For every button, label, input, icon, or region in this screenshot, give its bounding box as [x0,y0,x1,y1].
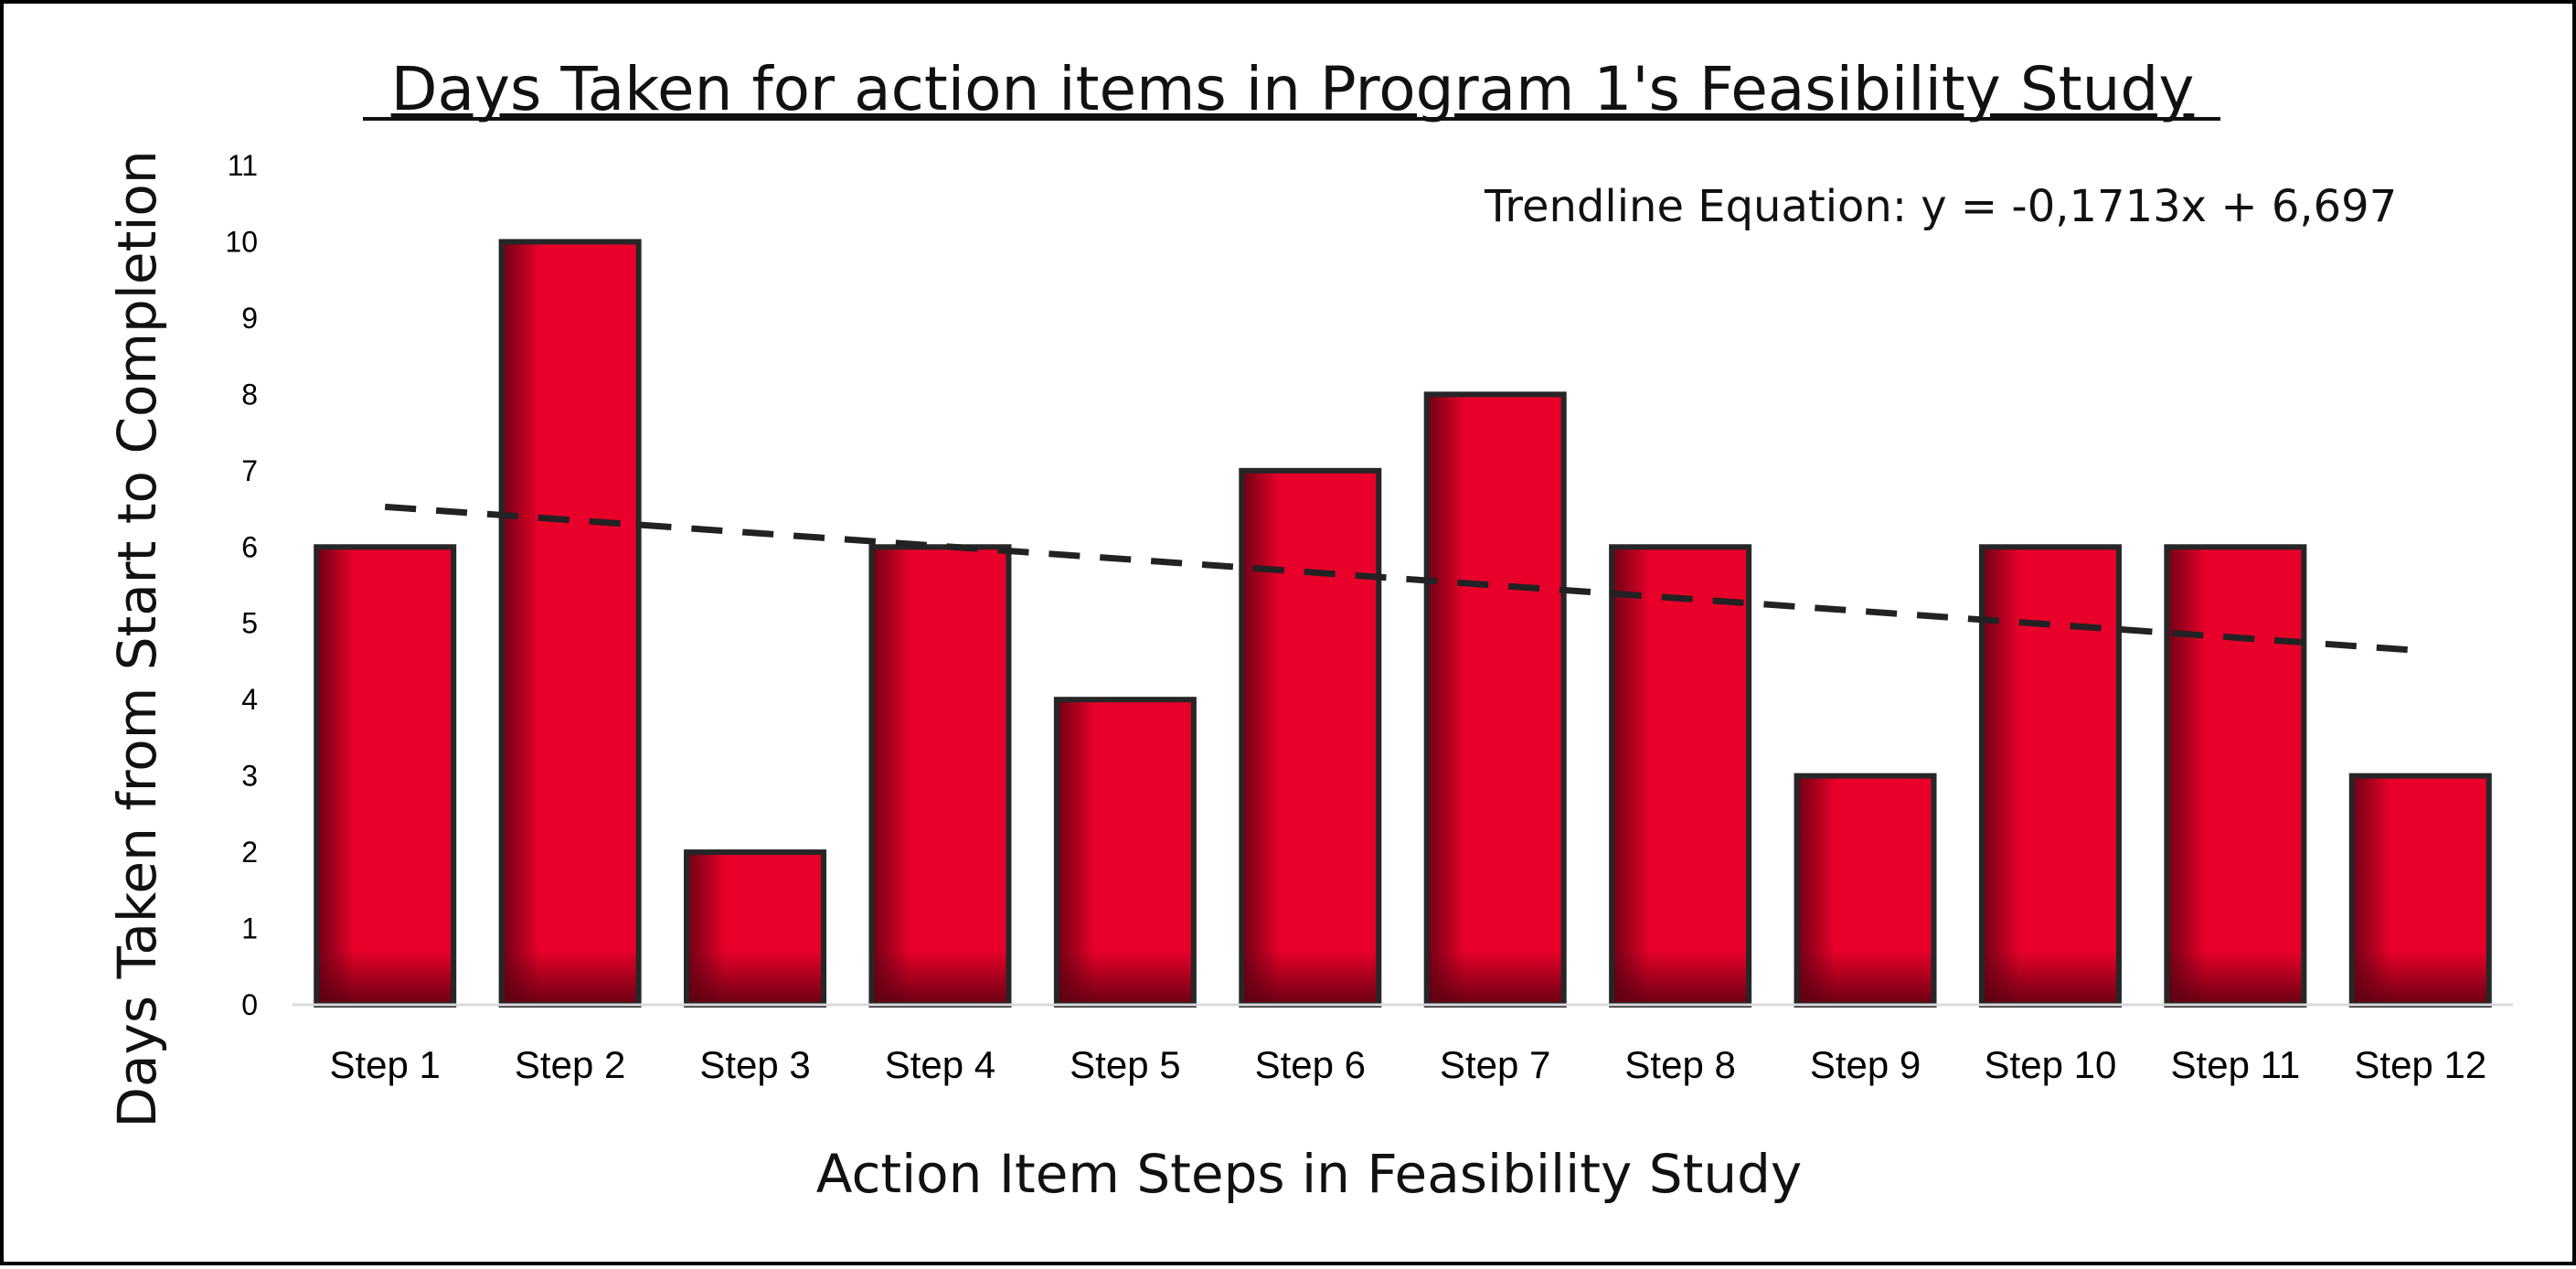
y-tick-label: 9 [241,302,258,335]
y-tick-label: 3 [241,760,258,793]
bar-fill [871,547,1009,1005]
y-tick-label: 6 [241,530,258,563]
bar [1423,391,1567,1008]
y-tick-label: 11 [228,149,258,182]
bar-base-shade [1056,950,1194,1005]
bar [1609,544,1752,1008]
bar-fill [501,241,639,1005]
bar [2348,773,2492,1008]
bar-base-shade [1426,950,1564,1005]
bar-fill [316,547,454,1005]
bar-base-shade [2351,950,2489,1005]
x-tick-label: Step 4 [885,1043,995,1086]
bar [1794,773,1937,1008]
x-tick-label: Step 3 [699,1043,810,1086]
y-tick-label: 5 [241,607,258,640]
bar-base-shade [1612,950,1750,1005]
bar-fill [1981,547,2119,1005]
y-tick-label: 8 [241,378,258,411]
x-axis-title: Action Item Steps in Feasibility Study [816,1143,1802,1205]
trendline-equation-annotation: Trendline Equation: y = -0,1713x + 6,697 [1484,181,2397,232]
bar-fill [1426,394,1564,1005]
bar [1978,544,2122,1008]
x-tick-label: Step 6 [1255,1043,1366,1086]
bar [1239,467,1382,1008]
chart-title: Days Taken for action items in Program 1… [391,54,2195,124]
bar-chart: Days Taken for action items in Program 1… [106,54,2513,1205]
bar-base-shade [2166,950,2305,1005]
x-tick-label: Step 7 [1440,1043,1550,1086]
bar-fill [1612,547,1750,1005]
bar-base-shade [316,950,454,1005]
bar [1053,697,1197,1008]
bar-base-shade [871,950,1009,1005]
x-tick-label: Step 5 [1070,1043,1180,1086]
bar-fill [1241,470,1379,1005]
bar [2164,544,2307,1008]
bar-base-shade [1796,950,1934,1005]
bar-fill [2166,547,2305,1005]
x-tick-label: Step 10 [1985,1043,2117,1086]
bar-base-shade [501,950,639,1005]
x-tick-label: Step 2 [515,1043,625,1086]
bar [684,849,827,1008]
y-axis-title: Days Taken from Start to Completion [106,150,168,1127]
bar-base-shade [687,950,825,1005]
bar [314,544,457,1008]
y-tick-label: 1 [241,912,258,945]
bar [868,544,1012,1008]
x-tick-label: Step 12 [2354,1043,2486,1086]
y-tick-label: 4 [241,683,258,716]
x-tick-label: Step 9 [1810,1043,1921,1086]
x-tick-label: Step 11 [2171,1043,2301,1086]
bar-base-shade [1981,950,2119,1005]
x-axis-ticks: Step 1 Step 2 Step 3 Step 4 Step 5 Step 6 Step… [329,1043,2486,1086]
y-tick-label: 10 [225,225,258,258]
bars [314,239,2492,1008]
y-tick-label: 0 [241,988,258,1021]
bar [498,239,642,1008]
x-tick-label: Step 1 [329,1043,440,1086]
y-tick-label: 7 [241,454,258,487]
y-axis-ticks: 0 1 2 3 4 5 6 7 8 9 10 11 [225,149,258,1021]
trendline [384,503,2422,655]
bar-base-shade [1241,950,1379,1005]
x-tick-label: Step 8 [1624,1043,1735,1086]
y-tick-label: 2 [241,836,258,869]
